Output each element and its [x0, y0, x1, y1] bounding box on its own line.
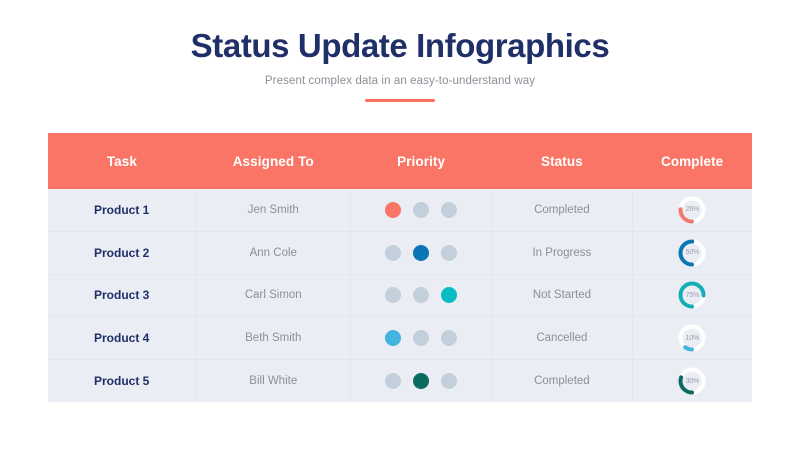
accent-divider	[365, 99, 435, 103]
cell-priority	[350, 231, 492, 275]
priority-dot-active[interactable]	[413, 373, 430, 390]
donut-arc	[678, 281, 706, 309]
cell-priority	[350, 359, 492, 402]
priority-dot-active[interactable]	[385, 201, 402, 218]
priority-dot-inactive[interactable]	[441, 330, 458, 347]
slide-header: Status Update Infographics Present compl…	[0, 0, 800, 103]
cell-status: Completed	[491, 359, 633, 402]
cell-task: Product 4	[48, 316, 197, 361]
priority-dot-inactive[interactable]	[413, 287, 430, 304]
progress-donut: 10%	[677, 323, 707, 353]
donut-percent-label: 30%	[685, 377, 700, 385]
donut-percent-label: 50%	[685, 249, 700, 257]
donut-percent-label: 75%	[685, 291, 700, 299]
progress-donut: 30%	[677, 366, 707, 396]
priority-dot-inactive[interactable]	[413, 201, 430, 218]
cell-assigned-to: Beth Smith	[195, 316, 352, 361]
table-row: Product 2 Ann Cole In Progress 50%	[48, 231, 752, 275]
cell-complete: 75%	[632, 274, 752, 318]
cell-status: Not Started	[491, 274, 633, 318]
cell-assigned-to: Bill White	[195, 359, 352, 402]
priority-dot-group	[351, 287, 491, 304]
cell-assigned-to: Ann Cole	[195, 231, 352, 275]
priority-dot-inactive[interactable]	[385, 373, 402, 390]
priority-dot-active[interactable]	[385, 330, 402, 347]
cell-status: Completed	[491, 189, 633, 232]
priority-dot-inactive[interactable]	[385, 287, 402, 304]
cell-status: Cancelled	[491, 316, 633, 361]
priority-dot-inactive[interactable]	[441, 201, 458, 218]
cell-complete: 30%	[632, 359, 752, 402]
cell-complete: 50%	[632, 231, 752, 275]
priority-dot-inactive[interactable]	[441, 244, 458, 261]
column-header-complete: Complete	[632, 133, 752, 189]
donut-arc	[678, 324, 706, 352]
cell-task: Product 5	[48, 359, 197, 402]
priority-dot-group	[351, 244, 491, 261]
donut-percent-label: 26%	[685, 206, 700, 214]
priority-dot-active[interactable]	[441, 287, 458, 304]
cell-priority	[350, 274, 492, 318]
table-row: Product 3 Carl Simon Not Started 75%	[48, 274, 752, 318]
donut-arc	[678, 196, 706, 224]
priority-dot-group	[351, 373, 491, 390]
column-header-task: Task	[48, 133, 196, 189]
donut-arc	[678, 367, 706, 395]
table-header: Task Assigned To Priority Status Complet…	[48, 133, 752, 189]
cell-task: Product 1	[48, 189, 197, 232]
status-table: Task Assigned To Priority Status Complet…	[48, 133, 752, 402]
cell-status: In Progress	[491, 231, 633, 275]
table-header-row: Task Assigned To Priority Status Complet…	[48, 133, 752, 189]
table-row: Product 1 Jen Smith Completed 26%	[48, 189, 752, 232]
page-title: Status Update Infographics	[190, 27, 610, 64]
cell-priority	[350, 316, 492, 361]
column-header-status: Status	[491, 133, 633, 189]
donut-percent-label: 10%	[685, 334, 700, 342]
cell-task: Product 3	[48, 274, 197, 318]
donut-arc	[678, 239, 706, 267]
priority-dot-inactive[interactable]	[385, 244, 402, 261]
column-header-assigned-to: Assigned To	[195, 133, 351, 189]
table-row: Product 4 Beth Smith Cancelled 10%	[48, 316, 752, 361]
page-subtitle: Present complex data in an easy-to-under…	[264, 75, 536, 88]
cell-assigned-to: Carl Simon	[195, 274, 352, 318]
priority-dot-active[interactable]	[413, 244, 430, 261]
status-table-container: Task Assigned To Priority Status Complet…	[48, 133, 752, 402]
priority-dot-group	[351, 201, 491, 218]
cell-assigned-to: Jen Smith	[195, 189, 352, 232]
progress-donut: 50%	[677, 238, 707, 268]
cell-complete: 10%	[632, 316, 752, 361]
priority-dot-group	[351, 330, 491, 347]
column-header-priority: Priority	[350, 133, 492, 189]
cell-priority	[350, 189, 492, 232]
priority-dot-inactive[interactable]	[413, 330, 430, 347]
progress-donut: 75%	[677, 280, 707, 310]
progress-donut: 26%	[677, 195, 707, 225]
cell-complete: 26%	[632, 189, 752, 232]
table-row: Product 5 Bill White Completed 30%	[48, 359, 752, 402]
priority-dot-inactive[interactable]	[441, 373, 458, 390]
cell-task: Product 2	[48, 231, 197, 275]
